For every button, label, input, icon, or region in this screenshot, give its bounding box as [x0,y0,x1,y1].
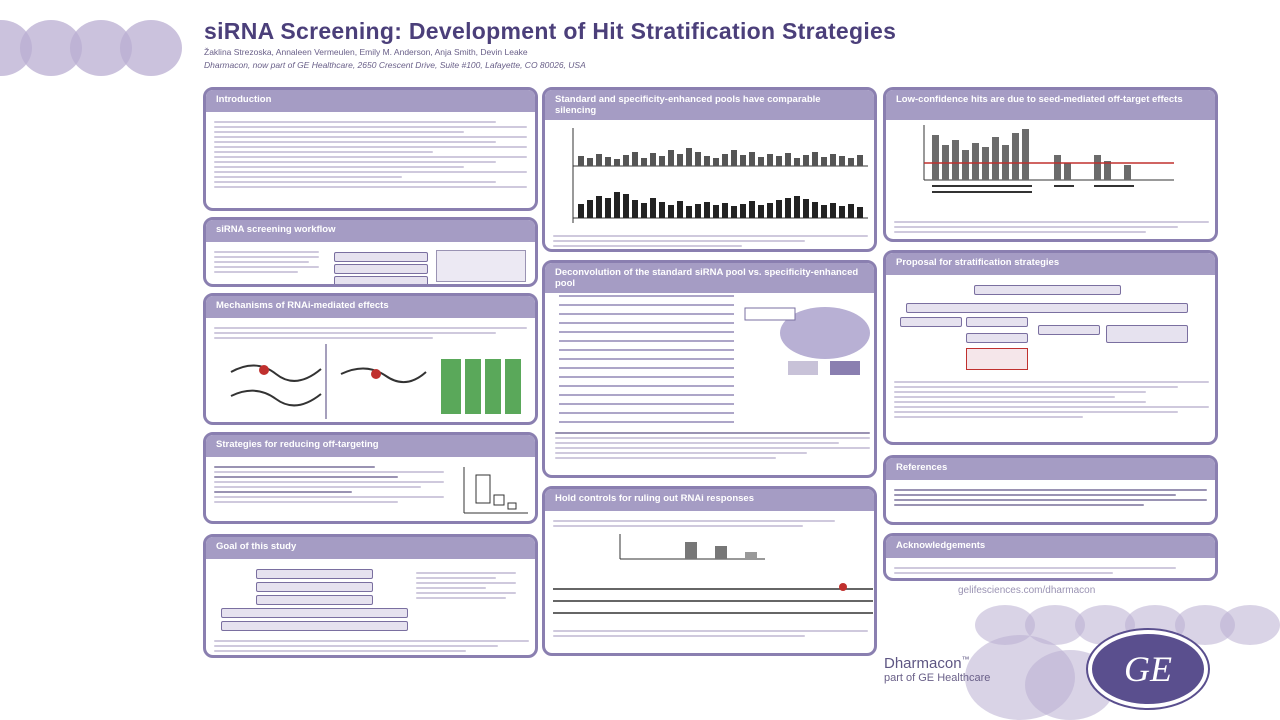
controls-caption [553,627,868,640]
goal-box [221,621,408,631]
deconvolution-table [559,295,734,425]
panel-title: Mechanisms of RNAi-mediated effects [206,296,535,318]
proposal-box [966,333,1028,343]
proposal-box [1038,325,1100,335]
panel-title: Goal of this study [206,537,535,559]
ge-logo-text: GE [1124,649,1172,689]
brand-subtitle: part of GE Healthcare [884,672,991,684]
mechanisms-diagram [230,344,521,419]
panel-title: Hold controls for ruling out RNAi respon… [545,489,874,511]
intro-text [206,112,535,197]
proposal-box [906,303,1188,313]
proposal-box [966,317,1028,327]
panel-acknowledgements: Acknowledgements [883,533,1218,581]
strategies-chart [463,467,528,514]
panel-controls: Hold controls for ruling out RNAi respon… [542,486,877,656]
controls-tracks [553,583,873,614]
panel-references: References [883,455,1218,525]
strategies-text [206,457,452,512]
poster-title: siRNA Screening: Development of Hit Stra… [204,18,897,44]
workflow-diagram [436,250,526,282]
low-confidence-chart [923,125,1174,193]
workflow-step [334,252,428,262]
controls-text [545,511,874,536]
proposal-box [1106,325,1188,343]
ge-logo-icon: GE [1088,630,1208,708]
panel-title: siRNA screening workflow [206,220,535,242]
panel-introduction: Introduction [203,87,538,211]
silencing-charts [572,128,868,223]
goal-box [221,608,408,618]
panel-title: Low-confidence hits are due to seed-medi… [886,90,1215,120]
acknowledgements-text [886,558,1215,578]
proposal-text [894,378,1209,421]
silencing-caption [553,232,868,249]
workflow-step [334,276,428,284]
references-text [886,480,1215,515]
panel-title: Deconvolution of the standard siRNA pool… [545,263,874,293]
goal-text [214,637,529,655]
goal-notes [416,569,516,602]
venn-diagram [744,307,870,375]
goal-box [256,595,373,605]
goal-box [256,582,373,592]
panel-title: References [886,458,1215,480]
proposal-box [900,317,962,327]
panel-low-confidence: Low-confidence hits are due to seed-medi… [883,87,1218,242]
panel-standard-vs-enhanced: Standard and specificity-enhanced pools … [542,87,877,252]
panel-title: Acknowledgements [886,536,1215,558]
low-confidence-caption [894,218,1209,236]
panel-title: Standard and specificity-enhanced pools … [545,90,874,120]
panel-deconvolution: Deconvolution of the standard siRNA pool… [542,260,877,478]
panel-title: Strategies for reducing off-targeting [206,435,535,457]
panel-proposal: Proposal for stratification strategies [883,250,1218,445]
panel-workflow: siRNA screening workflow [203,217,538,287]
proposal-highlight-box [966,348,1028,370]
controls-chart [619,534,765,560]
panel-goal: Goal of this study [203,534,538,658]
panel-strategies: Strategies for reducing off-targeting [203,432,538,524]
proposal-box [974,285,1121,295]
poster-authors: Žaklina Strezoska, Annaleen Vermeulen, E… [204,47,528,57]
brand-name: Dharmacon™ [884,655,970,672]
panel-title: Proposal for stratification strategies [886,253,1215,275]
deconvolution-text [555,429,870,462]
footer-url[interactable]: gelifesciences.com/dharmacon [958,585,1096,596]
workflow-text [206,242,327,282]
panel-title: Introduction [206,90,535,112]
poster-affiliation: Dharmacon, now part of GE Healthcare, 26… [204,60,586,70]
workflow-step [334,264,428,274]
mechanisms-text [206,318,535,348]
goal-box [256,569,373,579]
panel-mechanisms: Mechanisms of RNAi-mediated effects [203,293,538,425]
